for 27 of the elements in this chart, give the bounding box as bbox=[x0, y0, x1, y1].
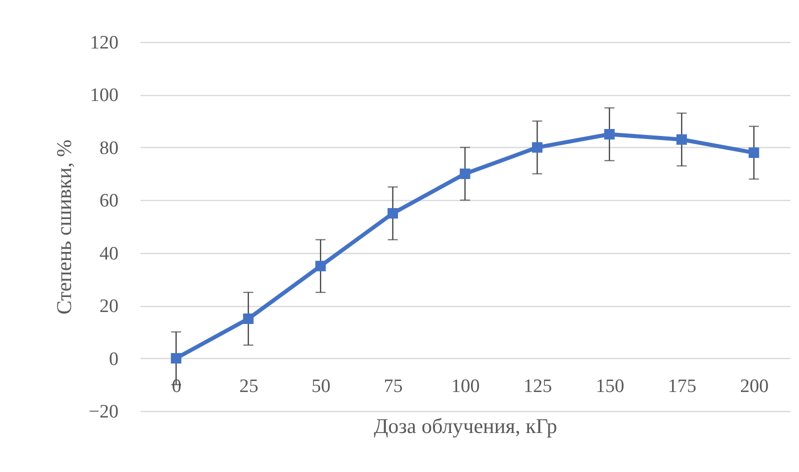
point bbox=[604, 129, 615, 140]
y-tick-label: 20 bbox=[100, 296, 118, 318]
x-tick-label: 150 bbox=[596, 376, 624, 397]
point bbox=[315, 260, 326, 272]
point bbox=[676, 134, 687, 145]
x-tick-label: 75 bbox=[384, 376, 403, 397]
point bbox=[532, 142, 542, 153]
point bbox=[170, 353, 182, 364]
point bbox=[243, 314, 254, 324]
x-tick-label: 125 bbox=[523, 376, 552, 397]
y-tick-label: 60 bbox=[100, 190, 118, 212]
y-tick-label: −20 bbox=[88, 402, 118, 422]
point bbox=[460, 168, 470, 180]
x-tick-label: 50 bbox=[312, 376, 331, 397]
y-tick-label: 0 bbox=[109, 348, 118, 370]
y-axis-title: Степень сшивки, % bbox=[52, 140, 76, 314]
x-tick-label: 175 bbox=[668, 376, 696, 397]
point bbox=[748, 147, 760, 158]
x-axis-title: Доза облучения, кГр bbox=[374, 414, 558, 438]
y-tick-label: 120 bbox=[90, 32, 118, 54]
y-tick-label: 40 bbox=[100, 243, 118, 264]
point bbox=[388, 208, 398, 219]
x-tick-label: 100 bbox=[451, 376, 480, 397]
y-tick-label: 80 bbox=[100, 138, 118, 159]
y-tick-label: 100 bbox=[90, 85, 118, 106]
x-tick-label: 200 bbox=[740, 376, 769, 397]
x-tick-label: 25 bbox=[239, 376, 258, 397]
